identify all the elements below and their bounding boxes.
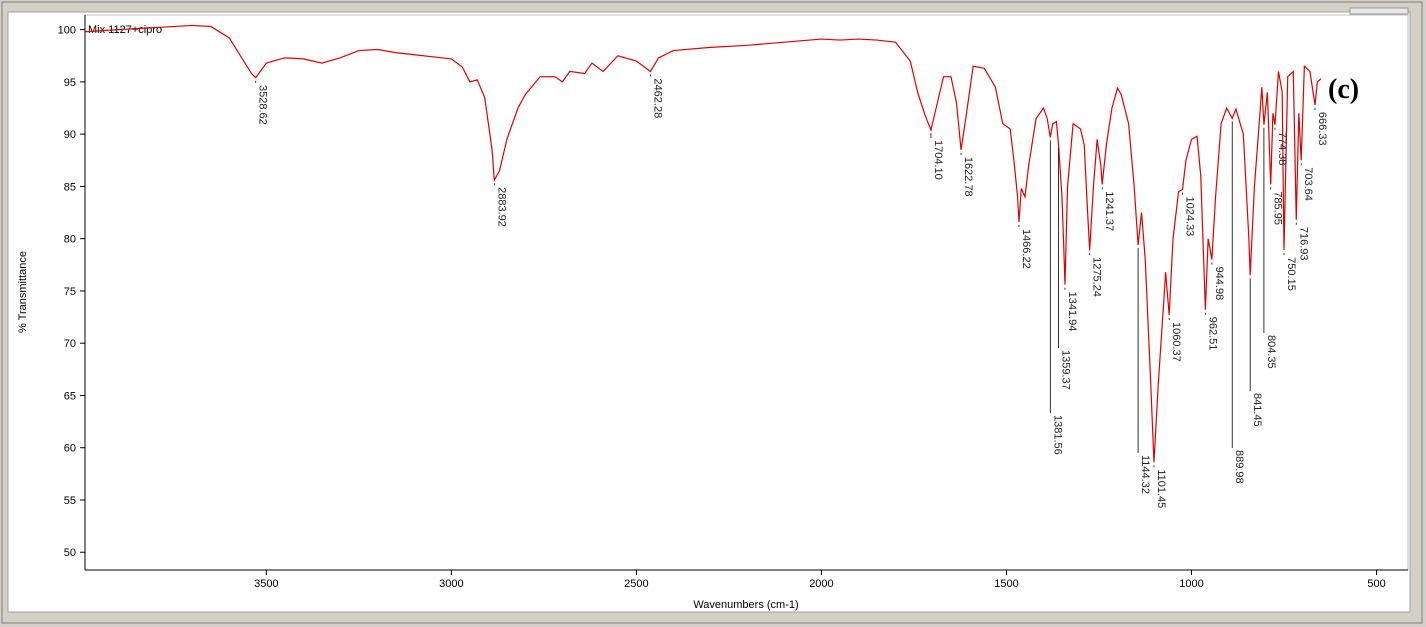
y-tick-label: 60 xyxy=(64,443,76,455)
peak-label: 3528.62 xyxy=(257,85,269,125)
peak-label: 2462.28 xyxy=(651,78,663,118)
peak-label: 703.64 xyxy=(1302,167,1314,201)
peak-label: 1341.94 xyxy=(1066,292,1078,332)
peak-label: 889.98 xyxy=(1233,450,1245,484)
peak-label: 804.35 xyxy=(1265,335,1277,369)
peak-label: 1101.45 xyxy=(1155,469,1167,508)
peak-label: 666.33 xyxy=(1316,112,1328,146)
peak-label: 774.38 xyxy=(1276,132,1288,166)
x-tick-label: 2500 xyxy=(624,578,648,590)
peak-label: 962.51 xyxy=(1206,317,1218,351)
y-tick-label: 65 xyxy=(64,390,76,402)
peak-label: 1466.22 xyxy=(1020,229,1032,269)
peak-label: 1275.24 xyxy=(1091,257,1103,297)
peak-label: 1024.33 xyxy=(1184,197,1196,237)
peak-label: 1359.37 xyxy=(1060,350,1072,390)
y-tick-label: 70 xyxy=(64,338,76,350)
x-tick-label: 500 xyxy=(1367,578,1385,590)
peak-label: 944.98 xyxy=(1213,267,1225,301)
plot-area xyxy=(84,14,1409,571)
peak-label: 1704.10 xyxy=(932,140,944,180)
peak-label: 1381.56 xyxy=(1051,415,1063,455)
y-tick-label: 85 xyxy=(64,181,76,193)
chart-title: (c) xyxy=(1328,74,1359,105)
y-tick-label: 90 xyxy=(64,129,76,141)
y-tick-label: 80 xyxy=(64,234,76,246)
x-tick-label: 3000 xyxy=(439,578,463,590)
peak-label: 1241.37 xyxy=(1103,191,1115,231)
x-tick-label: 2000 xyxy=(809,578,833,590)
peak-label: 1060.37 xyxy=(1170,322,1182,362)
peak-label: 785.95 xyxy=(1272,191,1284,225)
window-button[interactable] xyxy=(1349,7,1409,15)
y-tick-label: 95 xyxy=(64,77,76,89)
x-tick-label: 1000 xyxy=(1179,578,1203,590)
y-tick-label: 75 xyxy=(64,286,76,298)
legend-label: Mix 1127+cipro xyxy=(88,24,162,36)
peak-label: 841.45 xyxy=(1251,393,1263,427)
peak-label: 1144.32 xyxy=(1139,455,1151,494)
x-tick-label: 1500 xyxy=(994,578,1018,590)
x-axis-title: Wavenumbers (cm-1) xyxy=(693,599,798,611)
x-tick-label: 3500 xyxy=(254,578,278,590)
y-axis-title: % Transmittance xyxy=(17,251,29,333)
peak-label: 716.93 xyxy=(1297,227,1309,261)
y-tick-label: 55 xyxy=(64,495,76,507)
peak-label: 2883.92 xyxy=(495,187,507,227)
peak-label: 1622.78 xyxy=(962,157,974,197)
y-tick-label: 100 xyxy=(58,25,76,37)
spectrum-line xyxy=(84,24,1322,463)
y-tick-label: 50 xyxy=(64,547,76,559)
peak-label: 750.15 xyxy=(1285,257,1297,291)
